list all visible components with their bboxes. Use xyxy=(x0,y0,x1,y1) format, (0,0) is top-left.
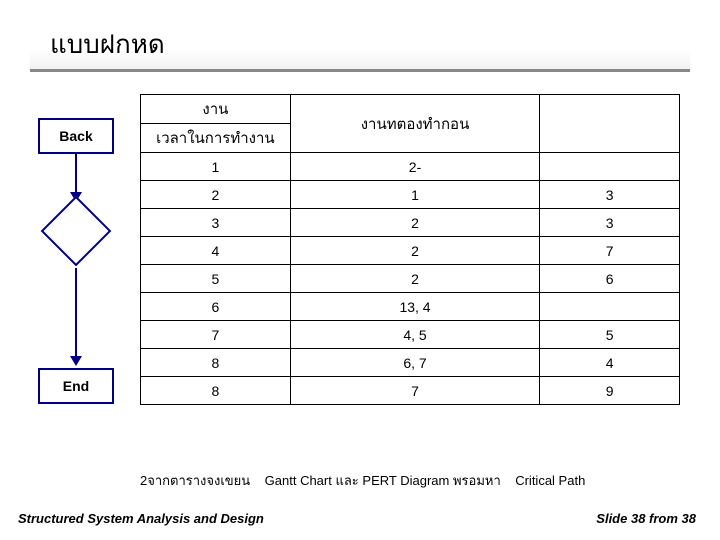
col-header-predecessor: งานทตองทำกอน xyxy=(290,95,540,153)
cell: 7 xyxy=(290,377,540,405)
cell: 3 xyxy=(141,209,291,237)
flow-decision-diamond xyxy=(41,196,112,267)
cell: 7 xyxy=(141,321,291,349)
col-header-duration xyxy=(540,95,680,153)
table-row: 4 2 7 xyxy=(141,237,680,265)
cell: 7 xyxy=(540,237,680,265)
cell xyxy=(540,153,680,181)
cell: 2 xyxy=(290,265,540,293)
instruction-mid: Gantt Chart และ PERT Diagram พรอมหา xyxy=(265,473,501,488)
page-title: แบบฝกหด xyxy=(50,24,165,65)
footer-left: Structured System Analysis and Design xyxy=(18,511,264,526)
cell: 5 xyxy=(540,321,680,349)
cell: 4, 5 xyxy=(290,321,540,349)
table-row: 1 2- xyxy=(141,153,680,181)
flow-end-box: End xyxy=(38,368,114,404)
flow-back-box: Back xyxy=(38,118,114,154)
cell: 2- xyxy=(290,153,540,181)
slide: แบบฝกหด Back End งาน งานทตองทำกอน เวลาใน… xyxy=(0,0,720,540)
flowchart: Back End xyxy=(38,118,118,438)
table-row: 8 6, 7 4 xyxy=(141,349,680,377)
cell: 2 xyxy=(290,209,540,237)
flow-connector xyxy=(75,154,77,194)
cell xyxy=(540,293,680,321)
cell: 4 xyxy=(540,349,680,377)
table-header-row: งาน งานทตองทำกอน xyxy=(141,95,680,124)
cell: 9 xyxy=(540,377,680,405)
cell: 3 xyxy=(540,181,680,209)
flow-end-label: End xyxy=(63,378,89,394)
table-row: 2 1 3 xyxy=(141,181,680,209)
cell: 1 xyxy=(141,153,291,181)
cell: 6 xyxy=(141,293,291,321)
table-row: 3 2 3 xyxy=(141,209,680,237)
cell: 6 xyxy=(540,265,680,293)
instruction-prefix: 2จากตารางจงเขยน xyxy=(140,473,250,488)
col-header-task-bottom: เวลาในการทำงาน xyxy=(141,124,291,153)
cell: 8 xyxy=(141,377,291,405)
cell: 5 xyxy=(141,265,291,293)
task-table: งาน งานทตองทำกอน เวลาในการทำงาน 1 2- 2 1… xyxy=(140,94,680,405)
table-row: 6 13, 4 xyxy=(141,293,680,321)
instruction-suffix: Critical Path xyxy=(515,473,585,488)
cell: 3 xyxy=(540,209,680,237)
cell: 4 xyxy=(141,237,291,265)
col-header-task-top: งาน xyxy=(141,95,291,124)
flow-back-label: Back xyxy=(59,128,92,144)
flow-connector xyxy=(75,268,77,358)
table-row: 7 4, 5 5 xyxy=(141,321,680,349)
cell: 13, 4 xyxy=(290,293,540,321)
table-row: 8 7 9 xyxy=(141,377,680,405)
cell: 8 xyxy=(141,349,291,377)
cell: 6, 7 xyxy=(290,349,540,377)
flow-arrow-icon xyxy=(70,356,82,366)
cell: 1 xyxy=(290,181,540,209)
table-row: 5 2 6 xyxy=(141,265,680,293)
footer-right: Slide 38 from 38 xyxy=(596,511,696,526)
title-bar: แบบฝกหด xyxy=(30,20,690,72)
instruction-line: 2จากตารางจงเขยน Gantt Chart และ PERT Dia… xyxy=(140,470,585,491)
cell: 2 xyxy=(290,237,540,265)
cell: 2 xyxy=(141,181,291,209)
